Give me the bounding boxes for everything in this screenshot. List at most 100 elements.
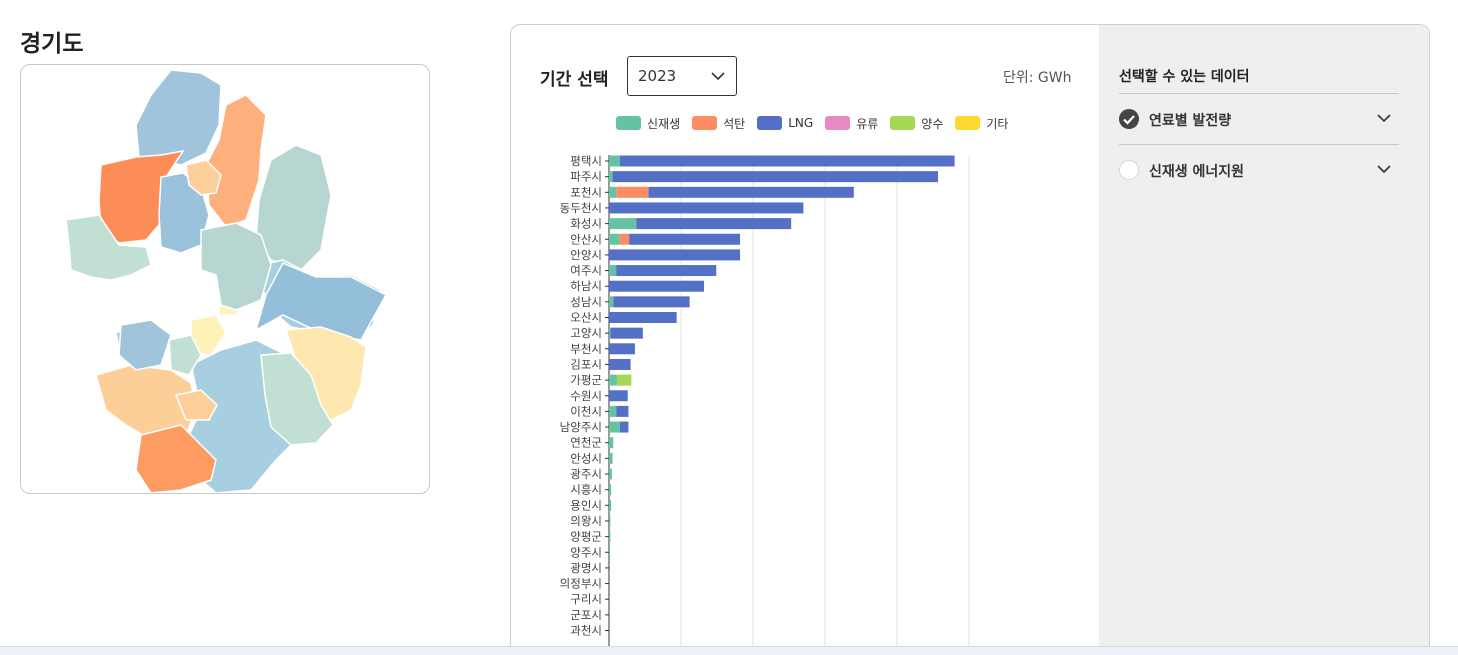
bar-segment[interactable] <box>609 296 614 308</box>
bar-segment[interactable] <box>609 343 635 355</box>
chevron-down-icon[interactable] <box>1377 164 1391 174</box>
radio-empty-icon[interactable] <box>1119 160 1139 180</box>
bar-segment[interactable] <box>609 218 637 230</box>
y-tick-label: 하남시 <box>570 279 602 293</box>
page-title: 경기도 <box>20 31 84 57</box>
bar-segment[interactable] <box>616 186 649 198</box>
map-region[interactable] <box>135 424 217 493</box>
map-region[interactable] <box>185 159 222 196</box>
y-tick-label: 이천시 <box>570 404 602 418</box>
bar-segment[interactable] <box>609 452 613 464</box>
legend-swatch <box>955 116 981 130</box>
bottom-scroll-strip <box>0 646 1458 655</box>
map-region[interactable] <box>135 69 222 166</box>
option-label: 신재생 에너지원 <box>1149 164 1245 180</box>
bar-segment[interactable] <box>609 233 620 245</box>
map-region[interactable] <box>118 319 172 371</box>
bar-segment[interactable] <box>609 202 804 214</box>
map-region[interactable] <box>200 222 272 311</box>
bar-segment[interactable] <box>616 405 629 417</box>
chevron-down-icon[interactable] <box>1377 113 1391 123</box>
legend-label: 유류 <box>856 116 879 131</box>
legend-item[interactable]: 유류 <box>825 114 878 132</box>
y-tick-label: 의왕시 <box>570 514 602 528</box>
year-select-value: 2023 <box>638 67 677 85</box>
bar-segment[interactable] <box>609 327 611 339</box>
bar-chart: 평택시파주시포천시동두천시화성시안산시안양시여주시하남시성남시오산시고양시부천시… <box>560 154 1022 655</box>
bar-segment[interactable] <box>609 499 612 511</box>
unit-label: 단위: GWh <box>1003 70 1072 86</box>
legend-item[interactable]: 기타 <box>955 114 1008 132</box>
bar-segment[interactable] <box>609 312 677 323</box>
bar-segment[interactable] <box>619 421 629 433</box>
map-region[interactable] <box>255 144 332 271</box>
map-region[interactable] <box>168 334 202 376</box>
y-tick-label: 평택시 <box>570 154 602 168</box>
bar-segment[interactable] <box>648 186 854 198</box>
y-tick-label: 광명시 <box>570 561 602 575</box>
y-tick-label: 가평군 <box>570 373 602 387</box>
y-tick-label: 여주시 <box>570 264 602 278</box>
bar-segment[interactable] <box>609 484 612 496</box>
map-region[interactable] <box>205 94 267 228</box>
bar-segment[interactable] <box>609 374 617 386</box>
y-tick-label: 용인시 <box>570 498 602 512</box>
chevron-down-icon <box>711 72 725 81</box>
y-tick-label: 포천시 <box>570 185 602 199</box>
region-map <box>20 64 430 494</box>
legend-item[interactable]: 신재생 <box>616 114 680 132</box>
y-tick-label: 과천시 <box>570 624 602 638</box>
bar-segment[interactable] <box>609 155 620 167</box>
map-region[interactable] <box>260 352 334 446</box>
y-tick-label: 안성시 <box>570 451 602 465</box>
bar-segment[interactable] <box>610 327 643 339</box>
bar-segment[interactable] <box>609 405 617 417</box>
legend-label: 석탄 <box>723 116 746 131</box>
bar-segment[interactable] <box>609 265 617 277</box>
y-tick-label: 동두천시 <box>560 201 602 215</box>
y-tick-label: 화성시 <box>570 217 602 231</box>
bar-segment[interactable] <box>609 390 628 402</box>
bar-segment[interactable] <box>616 265 717 277</box>
y-tick-label: 안산시 <box>570 232 602 246</box>
bar-segment[interactable] <box>609 437 614 449</box>
bar-segment[interactable] <box>609 468 612 480</box>
y-tick-label: 광주시 <box>570 467 602 481</box>
bar-segment[interactable] <box>609 280 705 292</box>
bar-segment[interactable] <box>619 155 955 167</box>
y-tick-label: 성남시 <box>570 295 602 309</box>
bar-segment[interactable] <box>609 515 611 527</box>
legend-item[interactable]: 양수 <box>890 114 943 132</box>
legend-swatch <box>757 116 783 130</box>
map-region[interactable] <box>65 214 152 281</box>
bar-segment[interactable] <box>629 233 741 245</box>
bar-segment[interactable] <box>609 546 611 558</box>
data-selector-panel: 선택할 수 있는 데이터 연료별 발전량 신재생 에너지원 <box>1099 25 1429 655</box>
legend-item[interactable]: 석탄 <box>692 114 745 132</box>
bar-segment[interactable] <box>609 249 741 261</box>
bar-segment[interactable] <box>619 233 630 245</box>
legend-item[interactable]: LNG <box>757 114 813 132</box>
bar-segment[interactable] <box>636 218 792 230</box>
legend-label: LNG <box>788 116 814 130</box>
bar-segment[interactable] <box>609 531 611 543</box>
y-tick-label: 파주시 <box>570 170 602 184</box>
bar-segment[interactable] <box>612 171 939 183</box>
y-tick-label: 수원시 <box>570 389 602 403</box>
bar-segment[interactable] <box>613 296 690 308</box>
bar-segment[interactable] <box>609 421 620 433</box>
legend-label: 신재생 <box>647 116 681 131</box>
check-circle-icon[interactable] <box>1119 109 1139 129</box>
bar-segment[interactable] <box>616 374 632 386</box>
bar-segment[interactable] <box>609 171 613 183</box>
y-tick-label: 김포시 <box>570 357 602 371</box>
bar-segment[interactable] <box>609 358 631 370</box>
chart-panel: 기간 선택 2023 단위: GWh 신재생 석탄 LNG 유류 양수 기타 평… <box>510 24 1430 655</box>
option-fuel-generation[interactable]: 연료별 발전량 <box>1119 93 1399 143</box>
option-renewable-sources[interactable]: 신재생 에너지원 <box>1119 144 1399 194</box>
year-select[interactable]: 2023 <box>627 56 737 96</box>
map-region[interactable] <box>254 262 388 341</box>
legend-swatch <box>825 116 851 130</box>
bar-segment[interactable] <box>609 186 617 198</box>
map-region[interactable] <box>174 389 218 421</box>
